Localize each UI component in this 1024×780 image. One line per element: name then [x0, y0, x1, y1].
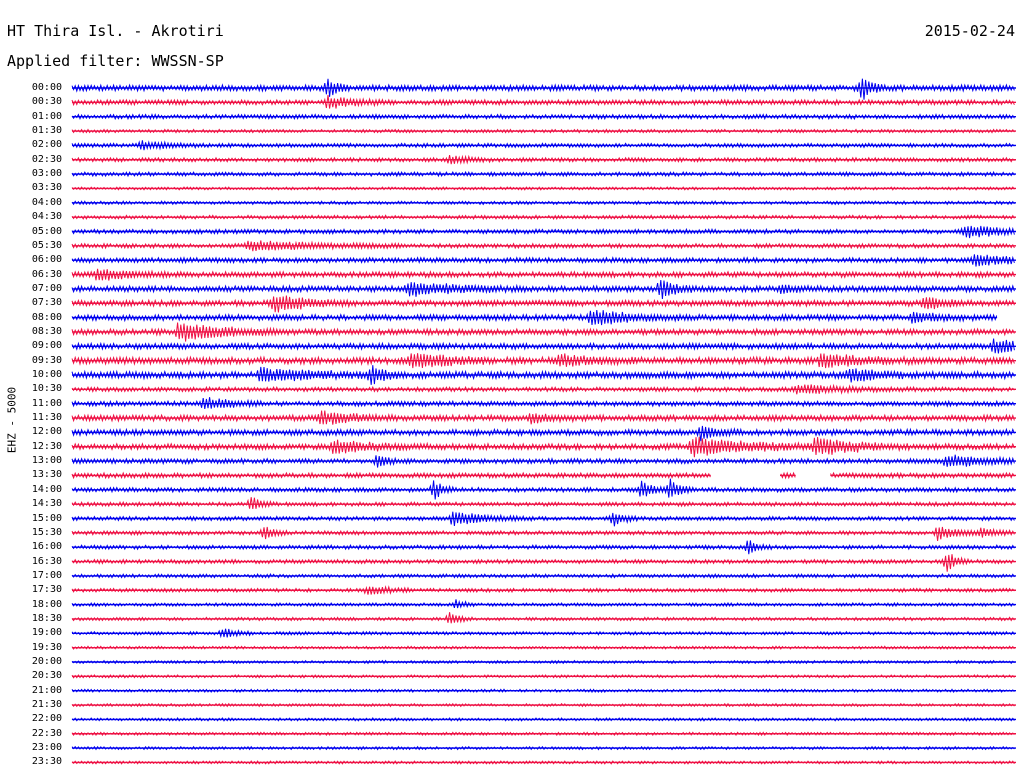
time-tick-label: 00:30	[31, 96, 62, 108]
time-tick-label: 19:30	[31, 641, 62, 653]
time-tick-label: 01:30	[31, 125, 62, 137]
trace-row-0800	[71, 310, 998, 326]
time-tick-label: 09:00	[31, 340, 62, 352]
time-tick-label: 16:30	[31, 555, 62, 567]
time-tick-label: 10:30	[31, 383, 62, 395]
time-tick-label: 17:30	[31, 584, 62, 596]
time-tick-label: 18:30	[31, 612, 62, 624]
time-tick-label: 08:30	[31, 325, 62, 337]
time-tick-label: 20:00	[31, 656, 62, 667]
data-gap	[710, 472, 780, 479]
trace-row-0930	[71, 353, 1015, 369]
data-gap	[997, 314, 1016, 321]
trace-row-0000	[71, 78, 1015, 100]
time-axis: 00:00 00:30 01:00 01:30 02:00 02:30 03:00 03:30…	[0, 0, 70, 780]
time-tick-label: 23:00	[31, 742, 62, 754]
time-tick-label: 15:30	[31, 526, 62, 538]
time-tick-label: 13:30	[31, 469, 62, 481]
trace-row-1200	[71, 425, 1015, 442]
time-tick-label: 01:00	[31, 110, 62, 122]
time-tick-label: 07:00	[31, 282, 62, 294]
trace-row-1830	[71, 612, 1015, 624]
time-tick-label: 05:00	[31, 225, 62, 237]
time-tick-label: 16:00	[31, 541, 62, 553]
trace-row-1630	[71, 554, 1015, 572]
trace-row-1800	[71, 599, 1015, 609]
time-tick-label: 03:30	[31, 182, 62, 194]
time-tick-label: 15:00	[31, 512, 62, 524]
time-tick-label: 07:30	[31, 297, 62, 309]
trace-row-0730	[71, 295, 1015, 313]
time-tick-label: 19:00	[31, 627, 62, 639]
station-title: HT Thira Isl. - Akrotiri	[7, 22, 224, 40]
time-tick-label: 22:00	[31, 713, 62, 725]
time-tick-label: 02:00	[31, 139, 62, 151]
time-tick-label: 09:30	[31, 354, 62, 366]
time-tick-label: 04:30	[31, 211, 62, 223]
time-tick-label: 05:30	[31, 239, 62, 251]
trace-row-1400	[71, 478, 1015, 500]
time-tick-label: 21:00	[31, 684, 62, 696]
time-tick-label: 13:00	[31, 455, 62, 467]
trace-row-1430	[71, 497, 1015, 509]
time-tick-label: 06:30	[31, 268, 62, 280]
record-date: 2015-02-24	[924, 22, 1015, 40]
time-tick-label: 04:00	[31, 196, 62, 208]
time-tick-label: 03:00	[31, 168, 62, 180]
time-tick-label: 23:30	[31, 756, 62, 768]
time-tick-label: 22:30	[31, 727, 62, 739]
time-tick-label: 02:30	[31, 153, 62, 165]
time-tick-label: 20:30	[31, 670, 62, 682]
channel-label: EHZ - 5000	[5, 386, 19, 454]
time-tick-label: 10:00	[31, 369, 62, 380]
time-tick-label: 17:00	[31, 569, 62, 581]
filter-label: Applied filter: WWSSN-SP	[7, 52, 224, 70]
trace-row-1530	[71, 526, 1015, 542]
time-tick-label: 06:00	[31, 254, 62, 266]
time-tick-label: 11:00	[31, 397, 62, 409]
time-tick-label: 00:00	[31, 82, 62, 93]
data-gap	[795, 472, 831, 479]
time-tick-label: 08:00	[31, 311, 62, 323]
time-tick-label: 14:30	[31, 498, 62, 510]
time-tick-label: 12:30	[31, 440, 62, 452]
time-tick-label: 11:30	[31, 412, 62, 424]
time-tick-label: 21:30	[31, 699, 62, 711]
time-tick-label: 14:00	[31, 483, 62, 495]
time-tick-label: 12:00	[31, 426, 62, 438]
time-tick-label: 18:00	[31, 598, 62, 610]
